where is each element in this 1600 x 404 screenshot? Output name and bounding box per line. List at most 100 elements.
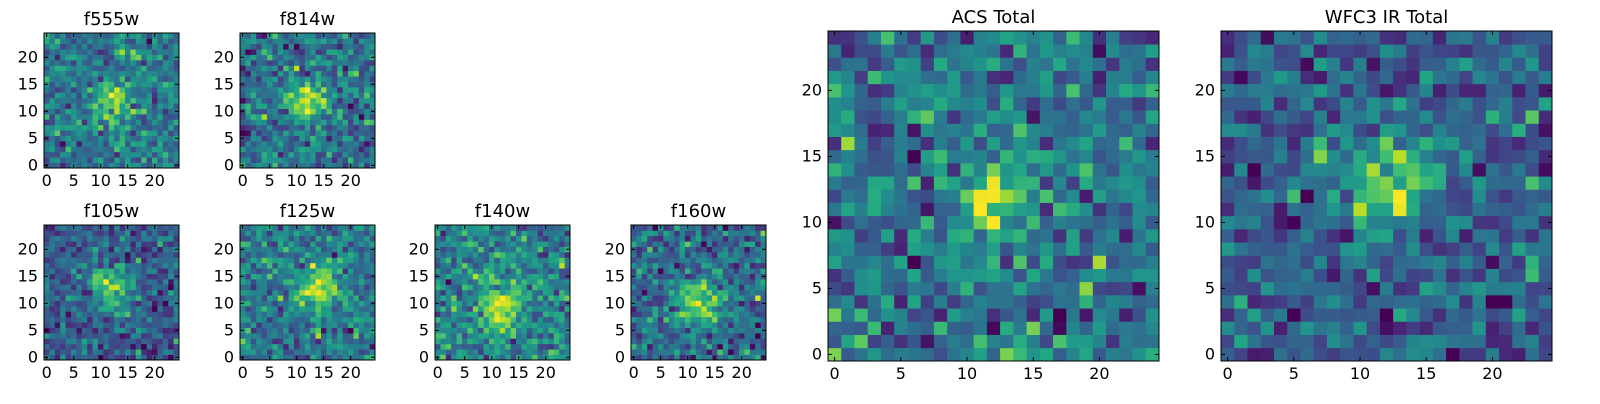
heatmap-cell <box>451 252 457 258</box>
heatmap-cell <box>109 306 115 312</box>
heatmap-cell <box>310 87 316 93</box>
heatmap-cell <box>240 38 246 44</box>
heatmap-cell <box>49 55 55 61</box>
heatmap-cell <box>71 268 77 274</box>
heatmap-cell <box>565 317 571 323</box>
heatmap-cell <box>267 44 273 50</box>
heatmap-cell <box>343 82 349 88</box>
heatmap-cell <box>1300 229 1314 243</box>
heatmap-cell <box>658 338 664 344</box>
heatmap-cell <box>316 349 322 355</box>
heatmap-cell <box>168 301 174 307</box>
heatmap-cell <box>696 230 702 236</box>
heatmap-cell <box>894 229 908 243</box>
heatmap-cell <box>294 274 300 280</box>
heatmap-cell <box>332 317 338 323</box>
heatmap-cell <box>174 87 180 93</box>
heatmap-cell <box>907 97 921 111</box>
heatmap-cell <box>511 311 517 317</box>
heatmap-cell <box>494 274 500 280</box>
heatmap-cell <box>1499 176 1513 190</box>
heatmap-cell <box>755 295 761 301</box>
heatmap-cell <box>337 257 343 263</box>
heatmap-cell <box>653 338 659 344</box>
heatmap-cell <box>343 333 349 339</box>
heatmap-cell <box>262 87 268 93</box>
heatmap-cell <box>343 130 349 136</box>
heatmap-cell <box>272 268 278 274</box>
heatmap-cell <box>1393 163 1407 177</box>
heatmap-cell <box>854 335 868 349</box>
heatmap-cell <box>543 279 549 285</box>
heatmap-cell <box>1221 321 1235 335</box>
heatmap-cell <box>125 157 131 163</box>
heatmap-cell <box>245 349 251 355</box>
heatmap-cell <box>125 103 131 109</box>
heatmap-cell <box>674 257 680 263</box>
heatmap-cell <box>1053 308 1067 322</box>
heatmap-cell <box>974 150 988 164</box>
heatmap-cell <box>712 284 718 290</box>
heatmap-cell <box>44 295 50 301</box>
heatmap-cell <box>348 301 354 307</box>
heatmap-cell <box>49 38 55 44</box>
heatmap-cell <box>744 252 750 258</box>
heatmap-cell <box>881 150 895 164</box>
heatmap-cell <box>1261 229 1275 243</box>
heatmap-cell <box>120 241 126 247</box>
heatmap-cell <box>489 284 495 290</box>
heatmap-cell <box>348 257 354 263</box>
heatmap-cell <box>934 123 948 137</box>
heatmap-cell <box>168 92 174 98</box>
heatmap-cell <box>353 141 359 147</box>
heatmap-cell <box>245 263 251 269</box>
heatmap-cell <box>66 344 72 350</box>
heatmap-cell <box>1133 123 1147 137</box>
heatmap-cell <box>136 279 142 285</box>
heatmap-cell <box>109 290 115 296</box>
heatmap-cell <box>278 92 284 98</box>
heatmap-cell <box>305 44 311 50</box>
heatmap-cell <box>174 252 180 258</box>
heatmap-cell <box>663 230 669 236</box>
heatmap-cell <box>680 268 686 274</box>
heatmap-cell <box>141 268 147 274</box>
heatmap-cell <box>98 301 104 307</box>
heatmap-cell <box>527 333 533 339</box>
heatmap-cell <box>337 152 343 158</box>
heatmap-cell <box>987 31 1001 45</box>
heatmap-cell <box>125 65 131 71</box>
heatmap-cell <box>435 236 441 242</box>
heatmap-cell <box>446 274 452 280</box>
heatmap-cell <box>511 301 517 307</box>
heatmap-cell <box>457 279 463 285</box>
heatmap-cell <box>663 290 669 296</box>
heatmap-cell <box>316 311 322 317</box>
heatmap-cell <box>267 114 273 120</box>
heatmap-cell <box>1066 71 1080 85</box>
heatmap-cell <box>440 252 446 258</box>
heatmap-cell <box>337 44 343 50</box>
heatmap-cell <box>554 355 560 361</box>
heatmap-cell <box>462 241 468 247</box>
heatmap-cell <box>278 49 284 55</box>
heatmap-cell <box>1459 255 1473 269</box>
heatmap-cell <box>527 344 533 350</box>
heatmap-cell <box>446 328 452 334</box>
heatmap-cell <box>168 55 174 61</box>
heatmap-cell <box>299 279 305 285</box>
heatmap-cell <box>267 87 273 93</box>
heatmap-cell <box>1221 335 1235 349</box>
heatmap-cell <box>1247 216 1261 230</box>
heatmap-cell <box>690 257 696 263</box>
heatmap-cell <box>163 60 169 66</box>
heatmap-cell <box>103 301 109 307</box>
heatmap-cell <box>289 290 295 296</box>
heatmap-cell <box>305 60 311 66</box>
heatmap-cell <box>478 284 484 290</box>
heatmap-cell <box>647 252 653 258</box>
heatmap-cell <box>316 114 322 120</box>
heatmap-cell <box>1499 242 1513 256</box>
heatmap-cell <box>114 257 120 263</box>
heatmap-cell <box>728 284 734 290</box>
